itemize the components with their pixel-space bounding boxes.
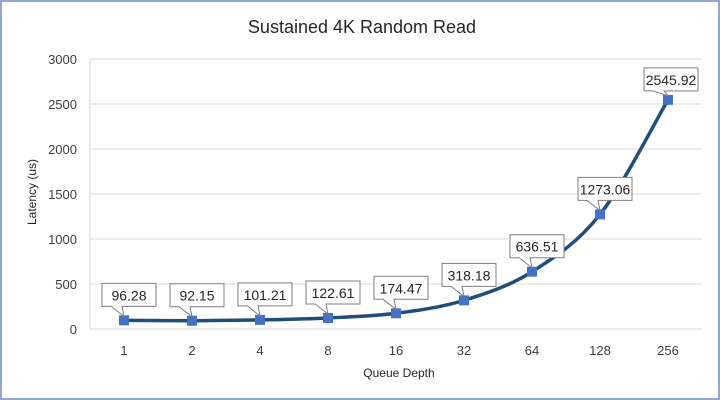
data-point-marker <box>187 315 197 326</box>
data-label: 96.28 <box>111 287 146 303</box>
data-label: 174.47 <box>380 280 423 296</box>
x-tick-label: 16 <box>389 343 403 358</box>
data-label-box <box>509 234 565 269</box>
data-label-box <box>101 282 157 318</box>
data-label-box <box>643 67 699 97</box>
x-tick-label: 4 <box>256 343 263 358</box>
data-label: 122.61 <box>312 285 355 301</box>
data-label-box <box>305 280 361 316</box>
data-label-box <box>237 282 293 318</box>
y-axis-title: Latency (us) <box>25 159 39 225</box>
x-tick-label: 32 <box>457 343 471 358</box>
y-tick-label: 2500 <box>48 97 77 112</box>
data-label: 1273.06 <box>580 181 631 197</box>
x-axis-title: Queue Depth <box>363 366 434 380</box>
y-tick-label: 3000 <box>48 52 77 67</box>
y-tick-label: 1000 <box>48 232 77 247</box>
y-tick-label: 2000 <box>48 142 77 157</box>
data-label: 2545.92 <box>646 72 697 88</box>
data-point-marker <box>391 308 401 319</box>
x-tick-label: 2 <box>188 343 195 358</box>
data-point-marker <box>119 315 129 326</box>
y-tick-label: 0 <box>70 322 77 337</box>
x-tick-label: 8 <box>324 343 331 358</box>
y-tick-label: 500 <box>55 277 77 292</box>
chart-title: Sustained 4K Random Read <box>248 17 476 37</box>
x-tick-label: 64 <box>525 343 539 358</box>
data-point-marker <box>459 295 469 306</box>
series-markers <box>119 94 673 326</box>
data-label: 636.51 <box>516 239 559 255</box>
x-tick-label: 256 <box>657 343 679 358</box>
y-axis-ticks: 0 500 1000 1500 2000 2500 3000 <box>48 52 77 337</box>
data-point-marker <box>527 266 537 277</box>
data-label: 101.21 <box>244 287 287 303</box>
data-point-marker <box>255 314 265 325</box>
x-tick-label: 1 <box>120 343 127 358</box>
x-axis-ticks: 1 2 4 8 16 32 64 128 256 <box>120 343 678 358</box>
data-label-box <box>373 275 429 311</box>
data-label-box <box>169 283 225 318</box>
data-point-marker <box>663 94 673 105</box>
data-point-marker <box>595 209 605 220</box>
data-point-marker <box>323 312 333 323</box>
data-label-box <box>577 176 633 212</box>
data-label: 92.15 <box>179 288 214 304</box>
x-tick-label: 128 <box>589 343 611 358</box>
data-label-box <box>441 262 497 298</box>
y-tick-label: 1500 <box>48 187 77 202</box>
data-labels: 96.28 92.15 101.21 122.61 174.47 318.18 636.51… <box>101 67 699 318</box>
data-label: 318.18 <box>448 267 491 283</box>
